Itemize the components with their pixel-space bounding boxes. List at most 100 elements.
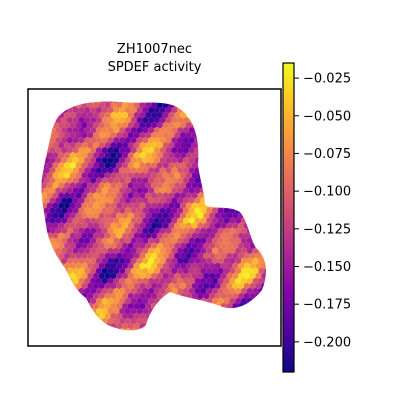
spot-hex [119, 136, 126, 144]
spot-hex [156, 272, 163, 280]
spot-hex [174, 111, 181, 119]
spot-hex [250, 333, 256, 340]
spot-hex [156, 131, 163, 139]
spot-hex [255, 101, 262, 109]
spot-hex [142, 277, 149, 285]
spot-hex [165, 116, 172, 124]
spot-hex [93, 162, 99, 169]
spot-hex [252, 156, 259, 164]
spot-hex [209, 232, 215, 240]
spot-hex [127, 322, 134, 330]
spot-hex [61, 307, 68, 315]
spot-hex [142, 297, 149, 305]
spot-hex [43, 136, 50, 144]
spot-hex [168, 222, 175, 229]
spot-hex [243, 262, 250, 270]
spot-hex [52, 282, 59, 290]
spot-hex [72, 307, 79, 315]
spot-hex [267, 333, 273, 340]
spot-hex [226, 141, 233, 149]
spot-hex [78, 257, 85, 265]
spot-hex [162, 151, 169, 159]
spot-hex [35, 323, 41, 330]
spot-hex [223, 197, 230, 204]
spot-hex [238, 282, 244, 290]
spot-hex [261, 322, 266, 330]
spot-hex [212, 267, 218, 275]
spot-hex [188, 257, 195, 265]
spot-hex [255, 111, 262, 119]
spot-hex [185, 141, 192, 149]
spot-hex [78, 187, 85, 194]
spot-hex [270, 197, 276, 204]
spot-hex [145, 131, 152, 139]
spot-hex [136, 106, 143, 114]
spot-hex [194, 237, 201, 245]
spot-hex [41, 227, 44, 235]
spot-hex [61, 257, 68, 265]
spot-hex [156, 212, 163, 219]
spot-hex [133, 322, 140, 330]
spot-hex [104, 292, 111, 300]
spot-hex [191, 162, 198, 169]
spot-hex [96, 227, 102, 235]
spot-hex [203, 242, 210, 250]
spot-hex [41, 317, 44, 325]
spot-hex [41, 257, 44, 265]
spot-hex [185, 202, 192, 209]
spot-hex [183, 327, 189, 331]
spot-hex [246, 327, 253, 331]
spot-hex [171, 136, 178, 144]
spot-hex [148, 146, 155, 154]
spot-hex [116, 292, 123, 300]
spot-hex [200, 136, 207, 144]
spot-hex [116, 272, 123, 280]
spot-hex [252, 167, 259, 174]
spot-hex [151, 162, 157, 169]
spot-hex [174, 212, 181, 219]
spot-hex [156, 111, 163, 119]
spot-hex [174, 252, 181, 260]
spot-hex [122, 222, 128, 229]
spot-hex [203, 162, 210, 169]
spot-hex [249, 222, 256, 229]
spot-hex [220, 222, 227, 229]
spot-hex [145, 272, 152, 280]
spot-hex [110, 111, 117, 119]
spot-hex [139, 151, 146, 159]
spot-hex [250, 92, 256, 99]
spot-hex [145, 252, 152, 260]
spot-hex [252, 126, 259, 134]
spot-hex [72, 116, 79, 124]
spot-hex [249, 162, 256, 169]
spot-hex [241, 287, 247, 295]
spot-hex [72, 146, 79, 154]
spot-hex [174, 242, 181, 250]
spot-hex [203, 172, 210, 179]
spot-hex [72, 327, 79, 331]
spot-hex [264, 317, 266, 325]
spot-hex [171, 267, 178, 275]
spot-hex [78, 106, 85, 114]
spot-hex [197, 141, 204, 149]
spot-hex [185, 312, 192, 320]
spot-hex [197, 222, 204, 229]
spot-hex [255, 232, 262, 240]
spot-hex [81, 141, 88, 149]
spot-hex [185, 162, 192, 169]
spot-hex [162, 212, 169, 219]
spot-hex [174, 322, 181, 330]
spot-hex [104, 192, 111, 199]
spot-hex [116, 151, 123, 159]
spot-hex [98, 312, 105, 320]
spot-hex [69, 192, 76, 199]
spot-hex [168, 252, 175, 260]
spot-hex [35, 122, 41, 129]
spot-hex [78, 207, 85, 214]
spot-hex [188, 307, 195, 315]
spot-hex [148, 167, 155, 174]
spot-hex [84, 307, 91, 315]
spot-hex [93, 192, 99, 199]
spot-hex [105, 333, 111, 340]
spot-hex [139, 312, 146, 320]
